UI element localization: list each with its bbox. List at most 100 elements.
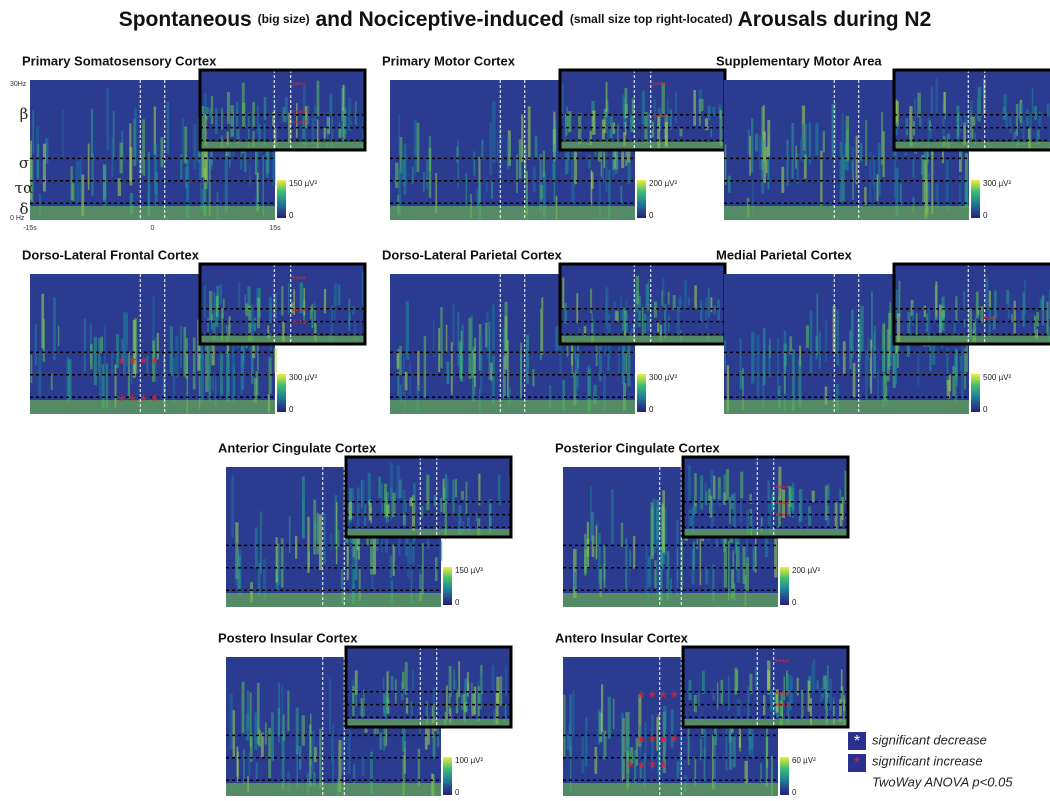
spectrogram (560, 70, 727, 150)
streak (429, 148, 432, 198)
sig-stars: **** (118, 354, 162, 374)
streak (1022, 121, 1024, 145)
streak (563, 695, 565, 758)
low-band (563, 593, 778, 607)
streak (485, 178, 487, 193)
streak (424, 336, 426, 398)
streak (621, 713, 624, 775)
streak (642, 91, 645, 125)
streak (433, 728, 435, 760)
streak (969, 119, 972, 142)
streak (676, 761, 679, 778)
title-part: and Nociceptive-induced (315, 8, 564, 31)
streak (412, 670, 414, 691)
streak (489, 122, 492, 175)
streak (281, 286, 283, 315)
streak (38, 352, 41, 396)
colorbar (277, 180, 286, 218)
streak (311, 313, 313, 325)
streak (931, 87, 933, 114)
streak (471, 683, 473, 712)
streak (209, 291, 212, 320)
colorbar-max: 60 µV² (792, 756, 816, 765)
streak (729, 498, 731, 525)
streak (688, 465, 691, 501)
streak (397, 372, 399, 399)
streak (969, 309, 972, 337)
streak (895, 122, 898, 135)
streak (890, 335, 893, 364)
streak (264, 97, 267, 120)
streak (839, 699, 842, 722)
streak (693, 541, 695, 570)
panel-title: Antero Insular Cortex (555, 630, 689, 645)
colorbar-max: 150 µV² (289, 179, 318, 188)
streak (204, 285, 206, 318)
streak (603, 545, 605, 588)
streak (714, 738, 717, 790)
streak (712, 735, 714, 789)
sig-stars: **** (775, 657, 790, 667)
streak (881, 112, 883, 165)
streak (792, 123, 794, 179)
streak (246, 303, 249, 316)
streak (595, 747, 598, 774)
streak (867, 338, 869, 360)
streak (668, 292, 670, 305)
figure-title: Spontaneous (big size) and Nociceptive-i… (119, 8, 932, 31)
colorbar (780, 567, 789, 605)
streak (339, 127, 342, 137)
streak (446, 325, 448, 352)
sig-stars: **** (292, 80, 307, 90)
streak (433, 319, 435, 357)
colorbar-max: 500 µV² (983, 373, 1012, 382)
streak (602, 120, 605, 142)
streak (406, 698, 408, 714)
streak (955, 356, 957, 401)
streak (209, 339, 211, 401)
streak (246, 714, 249, 741)
streak (170, 326, 173, 376)
streak (574, 572, 577, 588)
panel-title: Supplementary Motor Area (716, 53, 882, 68)
streak (795, 146, 797, 169)
streak (362, 757, 365, 776)
streak (68, 359, 71, 400)
streak (257, 106, 259, 134)
streak (62, 110, 64, 158)
streak (421, 506, 423, 518)
streak (813, 659, 815, 691)
low-band (563, 783, 778, 796)
streak (705, 491, 707, 505)
colorbar-min: 0 (649, 405, 654, 414)
streak (652, 122, 654, 138)
streak (960, 114, 962, 133)
streak (391, 488, 393, 521)
streak (352, 686, 354, 718)
streak (654, 560, 656, 588)
streak (175, 336, 178, 378)
streak (575, 353, 577, 404)
low-band (390, 206, 635, 220)
streak (395, 163, 398, 188)
streak (615, 311, 618, 321)
streak (596, 526, 598, 560)
streak (756, 335, 759, 396)
streak (233, 367, 235, 400)
streak (287, 691, 289, 732)
streak (767, 120, 770, 157)
streak (476, 513, 478, 522)
streak (193, 337, 196, 389)
streak (94, 337, 97, 385)
title-part: (small size top right-located) (570, 12, 733, 26)
streak (457, 311, 459, 366)
streak (728, 176, 731, 193)
streak (405, 499, 407, 512)
streak (810, 311, 813, 373)
streak (576, 293, 578, 323)
streak (1034, 106, 1037, 120)
streak (405, 662, 408, 694)
colorbar-min: 0 (455, 598, 460, 607)
colorbar-min: 0 (289, 405, 294, 414)
streak (817, 680, 819, 689)
